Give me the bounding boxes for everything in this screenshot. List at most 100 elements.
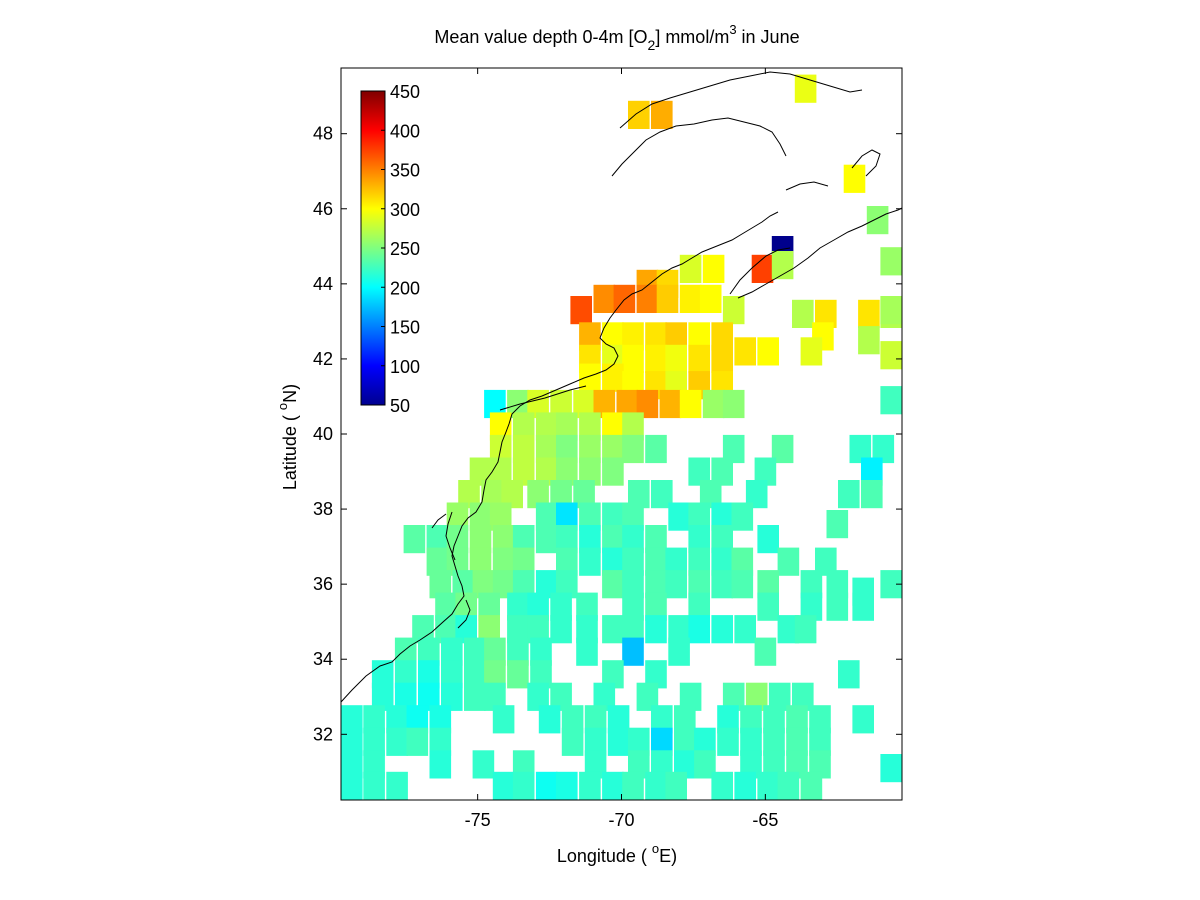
heatmap-cell <box>446 502 469 531</box>
heatmap-cell <box>556 570 578 599</box>
heatmap-cell <box>674 727 696 756</box>
heatmap-cell <box>394 637 417 666</box>
heatmap-cell <box>838 480 860 509</box>
heatmap-cell <box>602 434 624 464</box>
heatmap-cell <box>512 547 535 576</box>
heatmap-cell <box>702 254 725 283</box>
heatmap-cell <box>688 525 710 554</box>
heatmap-cell <box>622 434 644 464</box>
heatmap-cell <box>645 344 667 373</box>
colorbar-tick-label: 150 <box>390 318 420 338</box>
x-tick-label: -65 <box>752 810 778 830</box>
heatmap-cell <box>688 457 710 486</box>
heatmap-cell <box>815 299 837 328</box>
heatmap-cell <box>550 389 572 419</box>
heatmap-cell <box>556 412 578 441</box>
heatmap-cell <box>576 592 598 621</box>
heatmap-cell <box>688 344 710 373</box>
heatmap-cell <box>602 363 624 392</box>
heatmap-cell <box>584 727 607 756</box>
heatmap-cell <box>665 344 687 373</box>
coastline-us-east <box>340 211 779 703</box>
heatmap-cell <box>645 660 667 689</box>
heatmap-cell <box>593 284 616 313</box>
heatmap-cell <box>593 389 616 419</box>
heatmap-cell <box>651 480 673 509</box>
heatmap-cell <box>651 705 673 734</box>
heatmap-cell <box>800 570 823 599</box>
heatmap-cell <box>849 434 872 464</box>
heatmap-cell <box>800 592 823 621</box>
heatmap-cell <box>838 660 860 689</box>
heatmap-cell <box>602 771 624 800</box>
heatmap-cell <box>861 457 883 486</box>
heatmap-cell <box>469 547 492 576</box>
heatmap-cell <box>507 592 529 621</box>
heatmap-cell <box>722 434 745 464</box>
coastline-pei-cape-breton <box>785 149 881 191</box>
x-axis-ticks: -75 -70 -65 <box>465 68 778 830</box>
heatmap-cell <box>394 682 417 711</box>
heatmap-cell <box>492 547 515 576</box>
coastline-nova-scotia <box>737 207 903 299</box>
heatmap-cell <box>602 457 624 486</box>
heatmap-cell <box>484 389 506 419</box>
y-tick-label: 36 <box>313 574 333 594</box>
heatmap-cell <box>711 771 733 800</box>
heatmap-cell <box>636 389 659 419</box>
heatmap-cell <box>363 727 385 756</box>
heatmap-cell <box>418 637 440 666</box>
x-axis-label: Longitude ( oE) <box>557 841 677 866</box>
heatmap-cell <box>492 705 515 734</box>
heatmap-cell <box>754 457 777 486</box>
heatmap-cell <box>786 705 808 734</box>
heatmap-cell <box>880 247 902 276</box>
coastline-long-island <box>499 385 587 411</box>
heatmap-cell <box>406 727 429 756</box>
y-tick-label: 32 <box>313 724 333 744</box>
heatmap-cell <box>556 771 578 800</box>
heatmap-cell <box>556 502 578 531</box>
heatmap-cell <box>341 705 363 734</box>
heatmap-cell <box>809 750 831 779</box>
heatmap-cell <box>341 750 363 779</box>
heatmap-cell <box>699 284 722 313</box>
heatmap-cell <box>579 457 601 486</box>
heatmap-cell <box>858 326 880 355</box>
heatmap-cell <box>651 727 673 756</box>
heatmap-cell <box>492 570 515 599</box>
heatmap-cell <box>622 570 644 599</box>
heatmap-cell <box>363 750 385 779</box>
heatmap-cell <box>363 771 385 800</box>
heatmap-cell <box>757 525 779 554</box>
heatmap-cell <box>688 547 710 576</box>
colorbar-tick-label: 250 <box>390 239 420 259</box>
heatmap-cell <box>757 570 779 599</box>
heatmap-cell <box>628 100 650 129</box>
heatmap-cell <box>645 322 667 351</box>
heatmap-cell <box>800 337 823 366</box>
heatmap-cell <box>843 164 866 193</box>
heatmap-cell <box>607 705 630 734</box>
heatmap-cell <box>668 637 690 666</box>
heatmap-cell <box>441 637 463 666</box>
heatmap-cell <box>740 727 762 756</box>
heatmap-cell <box>659 389 682 419</box>
heatmap-cell <box>579 322 601 351</box>
heatmap-cell <box>754 637 777 666</box>
heatmap-cell <box>458 480 480 509</box>
heatmap-cell <box>679 682 702 711</box>
heatmap-cell <box>711 525 733 554</box>
heatmap-cells <box>341 74 902 800</box>
heatmap-cell <box>858 299 880 328</box>
heatmap-cell <box>481 480 503 509</box>
heatmap-cell <box>866 206 889 235</box>
heatmap-cell <box>535 457 558 486</box>
heatmap-cell <box>386 705 408 734</box>
heatmap-cell <box>656 284 679 313</box>
heatmap-cell <box>694 750 716 779</box>
heatmap-cell <box>786 750 808 779</box>
heatmap-cell <box>441 682 463 711</box>
heatmap-cell <box>602 660 624 689</box>
